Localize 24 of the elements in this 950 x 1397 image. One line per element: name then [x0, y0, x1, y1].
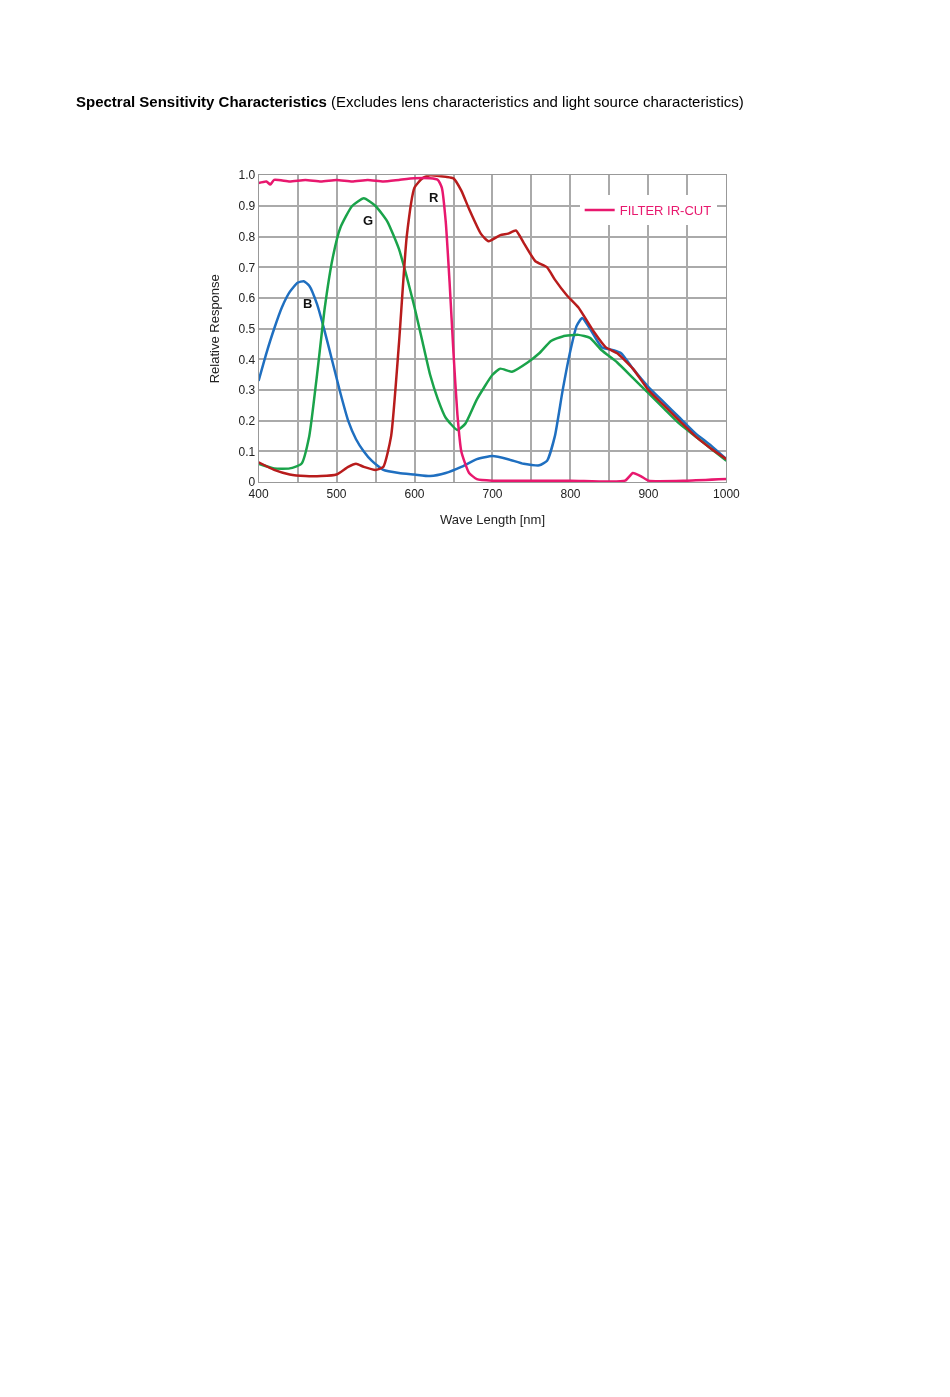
y-tick-label: 1.0: [238, 168, 256, 183]
x-axis-title: Wave Length [nm]: [439, 512, 545, 528]
x-tick-label: 1000: [713, 486, 741, 501]
annotation: R: [429, 190, 439, 205]
y-tick-label: 0.4: [238, 352, 256, 367]
y-tick-label: 0.3: [238, 383, 256, 398]
x-tick-label: 800: [560, 486, 581, 501]
y-tick-label: 0.1: [238, 444, 256, 459]
line-series: [258, 279, 727, 478]
y-tick-label: 0.8: [238, 229, 256, 244]
x-tick-label: 700: [482, 486, 503, 501]
annotation: G: [363, 213, 374, 228]
y-tick-label: 0.9: [238, 199, 256, 214]
chart-title: Spectral Sensitivity Characteristics (Excludes lens characteristics and light source characteristics): [76, 93, 744, 110]
legend-label: FILTER IR-CUT: [619, 203, 712, 219]
y-tick-label: 0.7: [238, 260, 256, 275]
annotation: B: [303, 296, 313, 311]
x-tick-label: 500: [326, 486, 347, 501]
x-tick-label: 900: [638, 486, 659, 501]
x-tick-label: 600: [404, 486, 425, 501]
y-tick-label: 0.2: [238, 414, 256, 429]
y-tick-label: 0.6: [238, 291, 256, 306]
y-axis-title: Relative Response: [207, 274, 223, 384]
y-tick-label: 0.5: [238, 321, 256, 336]
